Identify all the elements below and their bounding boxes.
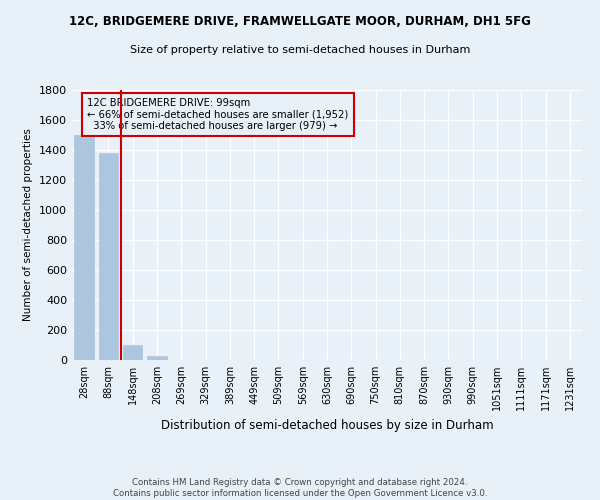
Text: 12C, BRIDGEMERE DRIVE, FRAMWELLGATE MOOR, DURHAM, DH1 5FG: 12C, BRIDGEMERE DRIVE, FRAMWELLGATE MOOR… — [69, 15, 531, 28]
Y-axis label: Number of semi-detached properties: Number of semi-detached properties — [23, 128, 34, 322]
X-axis label: Distribution of semi-detached houses by size in Durham: Distribution of semi-detached houses by … — [161, 418, 493, 432]
Bar — [99, 153, 118, 360]
Text: Contains HM Land Registry data © Crown copyright and database right 2024.
Contai: Contains HM Land Registry data © Crown c… — [113, 478, 487, 498]
Bar — [74, 135, 94, 360]
Bar — [147, 356, 167, 360]
Text: 12C BRIDGEMERE DRIVE: 99sqm
← 66% of semi-detached houses are smaller (1,952)
  : 12C BRIDGEMERE DRIVE: 99sqm ← 66% of sem… — [88, 98, 349, 132]
Bar — [123, 345, 142, 360]
Text: Size of property relative to semi-detached houses in Durham: Size of property relative to semi-detach… — [130, 45, 470, 55]
